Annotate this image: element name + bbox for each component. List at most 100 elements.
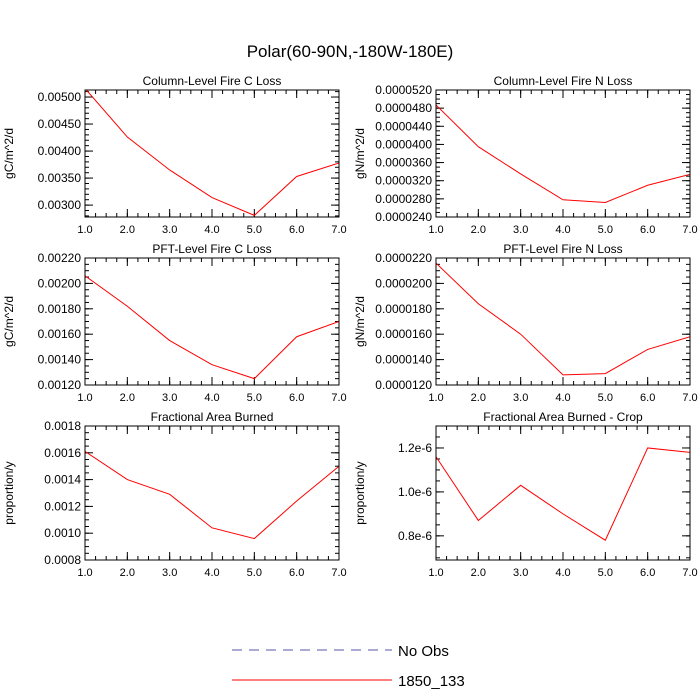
chart1-xtick-label: 4.0: [204, 224, 219, 236]
chart2-frame: [435, 89, 691, 218]
chart4-xtick-label: 2.0: [471, 392, 486, 404]
chart5-xtick-label: 7.0: [331, 567, 346, 579]
chart6-ytick-label: 1.0e-6: [398, 485, 432, 499]
chart4-xtick-label: 1.0: [428, 392, 443, 404]
chart3-ytick-label: 0.00140: [38, 353, 82, 367]
panel-3: PFT-Level Fire C Loss gC/m^2/d 0.00120 0.00…: [2, 242, 347, 404]
chart3-ytick-label: 0.00220: [38, 251, 82, 265]
chart4-ytick-label: 0.0000120: [375, 378, 432, 392]
chart1-series-line-1: [85, 90, 339, 216]
chart2-ytick-label: 0.0000480: [375, 101, 432, 115]
chart5-title: Fractional Area Burned: [151, 410, 274, 424]
chart3-frame: [84, 257, 340, 386]
chart3-ytick-label: 0.00120: [38, 378, 82, 392]
chart1-ytick-label: 0.00400: [38, 144, 82, 158]
chart3-ytick-label: 0.00200: [38, 276, 82, 290]
chart1-xtick-label: 7.0: [331, 224, 346, 236]
panel-6: Fractional Area Burned - Crop proportion/…: [353, 410, 698, 579]
chart3-ylabel: gC/m^2/d: [2, 296, 16, 347]
chart6-xtick-label: 4.0: [555, 567, 570, 579]
chart3-ytick-label: 0.00160: [38, 327, 82, 341]
chart2-xtick-label: 6.0: [640, 224, 655, 236]
chart2-xtick-label: 4.0: [555, 224, 570, 236]
chart4-xtick-label: 5.0: [598, 392, 613, 404]
chart6-title: Fractional Area Burned - Crop: [483, 410, 643, 424]
chart1-xtick-label: 6.0: [289, 224, 304, 236]
chart2-ylabel: gN/m^2/d: [353, 128, 367, 179]
chart1-xtick-label: 3.0: [162, 224, 177, 236]
legend-1850-133-label: 1850_133: [398, 673, 465, 690]
chart5-xtick-label: 6.0: [289, 567, 304, 579]
chart4-ytick-label: 0.0000200: [375, 276, 432, 290]
chart5-ylabel: proportion/y: [2, 461, 16, 524]
chart2-ytick-label: 0.0000520: [375, 83, 432, 97]
chart3-series-line-1: [85, 275, 339, 380]
chart2-title: Column-Level Fire N Loss: [494, 74, 633, 88]
chart2-xtick-label: 3.0: [513, 224, 528, 236]
chart5-frame: [84, 425, 340, 561]
chart5-ytick-label: 0.0018: [44, 419, 81, 433]
chart2-ytick-label: 0.0000440: [375, 119, 432, 133]
panel-2: Column-Level Fire N Loss gN/m^2/d 0.000024…: [353, 74, 698, 236]
panels: Column-Level Fire C Loss gC/m^2/d 0.00300 0…: [2, 74, 698, 579]
chart5-xtick-label: 2.0: [120, 567, 135, 579]
chart4-xtick-label: 4.0: [555, 392, 570, 404]
chart3-xtick-label: 5.0: [247, 392, 262, 404]
chart3-xtick-label: 7.0: [331, 392, 346, 404]
chart2-ytick-label: 0.0000280: [375, 192, 432, 206]
chart6-xtick-label: 7.0: [682, 567, 697, 579]
chart1-ytick-label: 0.00300: [38, 198, 82, 212]
chart5-ytick-label: 0.0012: [44, 499, 81, 513]
chart1-xtick-label: 2.0: [120, 224, 135, 236]
chart6-ytick-label: 0.8e-6: [398, 529, 432, 543]
chart4-xtick-label: 3.0: [513, 392, 528, 404]
chart5-ytick-label: 0.0014: [44, 473, 81, 487]
chart1-ytick-label: 0.00350: [38, 171, 82, 185]
chart6-xtick-label: 2.0: [471, 567, 486, 579]
chart6-frame: [435, 425, 691, 561]
panel-5: Fractional Area Burned proportion/y 0.0008…: [2, 410, 347, 579]
chart2-xtick-label: 2.0: [471, 224, 486, 236]
panel-4: PFT-Level Fire N Loss gN/m^2/d 0.0000120 0.…: [353, 242, 698, 404]
chart6-xtick-label: 5.0: [598, 567, 613, 579]
legend: No Obs 1850_133: [232, 643, 465, 690]
chart5-ytick-label: 0.0010: [44, 526, 81, 540]
chart2-xtick-label: 5.0: [598, 224, 613, 236]
chart6-xtick-label: 3.0: [513, 567, 528, 579]
chart2-ytick-label: 0.0000400: [375, 137, 432, 151]
chart2-ytick-label: 0.0000360: [375, 156, 432, 170]
chart3-xtick-label: 6.0: [289, 392, 304, 404]
chart1-ytick-label: 0.00450: [38, 117, 82, 131]
figure-title: Polar(60-90N,-180W-180E): [247, 42, 454, 61]
chart1-xtick-label: 5.0: [247, 224, 262, 236]
chart1-frame: [84, 89, 340, 218]
chart4-frame: [435, 257, 691, 386]
chart4-title: PFT-Level Fire N Loss: [503, 242, 622, 256]
chart3-xtick-label: 4.0: [204, 392, 219, 404]
chart2-ytick-label: 0.0000320: [375, 174, 432, 188]
chart6-xtick-label: 6.0: [640, 567, 655, 579]
chart2-xtick-label: 7.0: [682, 224, 697, 236]
chart1-ytick-label: 0.00500: [38, 90, 82, 104]
chart6-ytick-label: 1.2e-6: [398, 441, 432, 455]
chart1-title: Column-Level Fire C Loss: [143, 74, 282, 88]
chart4-xtick-label: 7.0: [682, 392, 697, 404]
chart2-series-line-1: [436, 104, 690, 203]
chart5-series-line-1: [85, 451, 339, 540]
chart4-ytick-label: 0.0000140: [375, 353, 432, 367]
chart5-xtick-label: 4.0: [204, 567, 219, 579]
chart4-ytick-label: 0.0000180: [375, 302, 432, 316]
chart3-xtick-label: 3.0: [162, 392, 177, 404]
chart3-xtick-label: 2.0: [120, 392, 135, 404]
chart6-ylabel: proportion/y: [353, 461, 367, 524]
panel-1: Column-Level Fire C Loss gC/m^2/d 0.00300 0…: [2, 74, 347, 236]
chart2-xtick-label: 1.0: [428, 224, 443, 236]
chart3-ytick-label: 0.00180: [38, 302, 82, 316]
chart5-xtick-label: 5.0: [247, 567, 262, 579]
chart4-series-line-1: [436, 262, 690, 376]
chart1-xtick-label: 1.0: [77, 224, 92, 236]
chart4-ytick-label: 0.0000160: [375, 327, 432, 341]
chart4-ylabel: gN/m^2/d: [353, 296, 367, 347]
chart6-series-line-1: [436, 447, 690, 541]
